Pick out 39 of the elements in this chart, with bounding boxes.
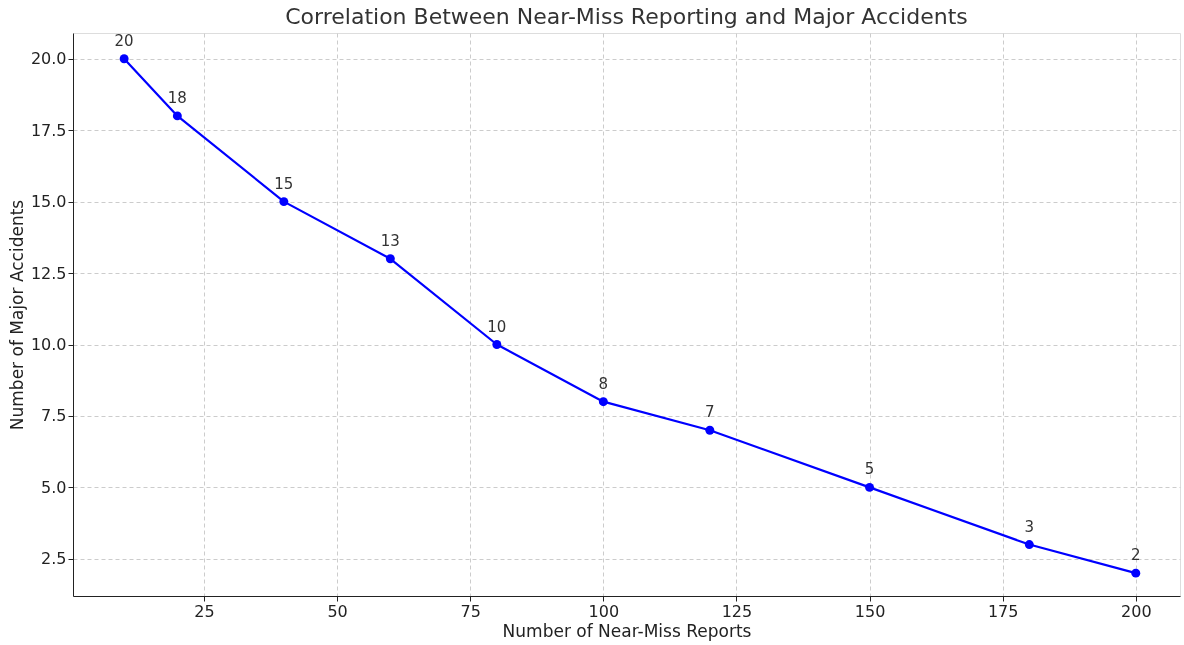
data-label: 7 [705,403,715,422]
x-tick-label: 200 [1121,601,1152,621]
x-tick-label: 25 [194,601,215,621]
data-label: 10 [487,317,507,336]
data-label: 8 [598,374,609,393]
y-tick-label: 2.5 [41,549,67,569]
y-tick-label: 20.0 [30,49,67,69]
data-label: 15 [274,174,294,193]
data-label: 3 [1024,517,1035,536]
data-label: 2 [1131,546,1141,565]
data-label: 5 [864,460,875,479]
point [705,425,715,435]
point [119,54,129,64]
point [172,111,182,121]
data-label: 20 [114,31,134,50]
x-tick-label: 75 [460,601,481,621]
x-tick-label: 125 [721,601,753,621]
y-tick-label: 10.0 [30,335,67,355]
point [492,340,502,349]
x-tick-label: 175 [987,601,1019,621]
x-axis-title: Number of Near-Miss Reports [502,620,752,641]
x-tick-label: 100 [588,601,620,621]
chart-title: Correlation Between Near-Miss Reporting and Major Accidents [285,4,968,29]
point [1131,568,1141,578]
point [1024,540,1034,550]
y-tick-label: 15.0 [30,192,67,212]
y-tick-label: 5.0 [41,477,67,497]
point [385,254,395,264]
y-axis-title: Number of Major Accidents [6,199,27,431]
x-tick-label: 50 [327,601,348,621]
y-tick-label: 17.5 [30,120,67,140]
y-tick-label: 7.5 [41,406,67,426]
x-tick-label: 150 [854,601,886,621]
point [598,397,608,407]
data-label: 18 [167,88,187,107]
point [279,197,289,207]
point [865,482,875,492]
y-tick-label: 12.5 [30,263,67,283]
data-label: 13 [380,231,400,250]
